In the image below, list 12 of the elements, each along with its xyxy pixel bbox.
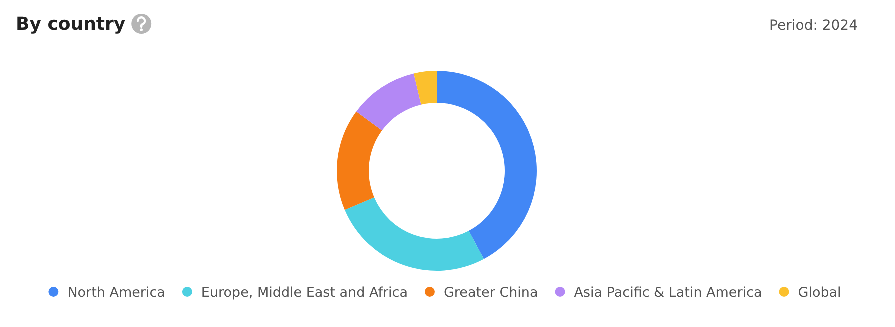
legend-label: Asia Pacific & Latin America xyxy=(574,285,762,301)
legend-label: Greater China xyxy=(444,285,538,301)
text: Period: 2024 xyxy=(770,18,858,34)
legend-label: North America xyxy=(68,285,166,301)
chart-title: By country xyxy=(16,14,126,35)
donut-slice xyxy=(337,112,382,210)
donut-slice xyxy=(414,71,437,105)
donut-slice xyxy=(437,71,537,260)
donut-slice xyxy=(344,198,484,271)
legend-label: Europe, Middle East and Africa xyxy=(201,285,408,301)
legend-label: Global xyxy=(798,285,842,301)
donut-slice xyxy=(356,74,422,131)
